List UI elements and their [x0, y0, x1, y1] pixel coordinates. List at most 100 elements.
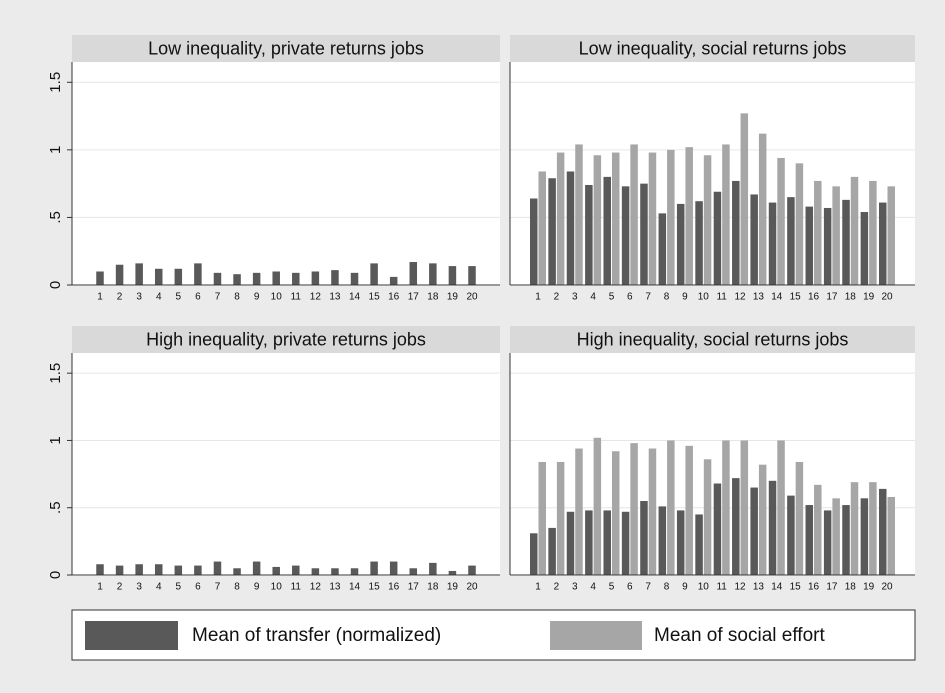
bar: [135, 564, 143, 575]
bar: [448, 570, 457, 575]
bar: [722, 440, 730, 575]
bar: [370, 263, 378, 285]
x-tick-label: 11: [716, 582, 727, 593]
x-tick-label: 16: [808, 582, 820, 593]
y-tick-label: .5: [47, 211, 64, 224]
bar: [115, 565, 124, 575]
x-tick-label: 6: [627, 582, 633, 593]
bar: [740, 440, 749, 575]
legend-swatch: [85, 621, 178, 650]
bar: [750, 194, 758, 285]
bar: [154, 268, 163, 285]
bar: [658, 213, 667, 285]
x-tick-label: 11: [716, 292, 727, 303]
x-tick-label: 13: [753, 582, 765, 593]
bar: [842, 199, 850, 285]
x-tick-label: 6: [195, 292, 201, 303]
x-tick-label: 17: [826, 582, 838, 593]
bar: [331, 568, 339, 575]
bar: [795, 461, 804, 575]
legend-label: Mean of social effort: [654, 625, 825, 646]
bar: [292, 272, 300, 285]
x-tick-label: 13: [329, 582, 341, 593]
plot-area: [72, 62, 500, 286]
bar: [593, 437, 602, 575]
x-tick-label: 1: [97, 582, 103, 593]
bar: [556, 461, 565, 575]
bar: [538, 171, 546, 285]
bar: [311, 271, 320, 285]
bar: [777, 440, 785, 575]
bar: [832, 498, 840, 575]
facet-strip: [510, 326, 915, 353]
bar: [429, 263, 437, 285]
bar: [758, 464, 767, 575]
bar: [194, 263, 202, 285]
facet-title: High inequality, private returns jobs: [146, 329, 426, 349]
bar: [292, 565, 300, 575]
x-tick-label: 5: [609, 582, 615, 593]
bar: [530, 198, 538, 285]
bar: [370, 561, 378, 575]
x-tick-label: 9: [254, 582, 260, 593]
bar: [575, 448, 583, 575]
x-tick-label: 20: [881, 292, 893, 303]
x-tick-label: 2: [117, 582, 123, 593]
x-tick-label: 4: [156, 292, 162, 303]
bar: [468, 565, 476, 575]
x-tick-label: 8: [234, 292, 240, 303]
x-tick-label: 6: [627, 292, 633, 303]
bar: [448, 266, 457, 285]
y-tick-label: 1.5: [47, 363, 64, 384]
x-tick-label: 8: [234, 582, 240, 593]
bar: [722, 144, 730, 285]
x-tick-label: 7: [645, 582, 651, 593]
x-tick-label: 12: [310, 582, 322, 593]
bar: [667, 440, 675, 575]
x-tick-label: 20: [466, 292, 478, 303]
bar: [135, 263, 143, 285]
bar: [611, 451, 620, 575]
bar: [575, 144, 583, 285]
bar: [860, 212, 869, 285]
bar: [640, 501, 648, 575]
bar: [732, 478, 740, 575]
bar: [621, 186, 630, 285]
bar: [787, 495, 795, 575]
bar: [252, 272, 261, 285]
x-tick-label: 18: [845, 582, 857, 593]
x-tick-label: 10: [271, 292, 283, 303]
x-tick-label: 6: [195, 582, 201, 593]
bar: [233, 274, 241, 285]
facet-title: High inequality, social returns jobs: [577, 329, 849, 349]
x-tick-label: 3: [572, 582, 578, 593]
bar: [640, 183, 648, 285]
bar: [585, 184, 593, 285]
bar: [832, 186, 840, 285]
x-tick-label: 10: [698, 292, 710, 303]
bar: [869, 482, 877, 575]
bar: [566, 511, 575, 575]
bar: [842, 505, 850, 575]
x-tick-label: 10: [271, 582, 283, 593]
y-tick-label: 1: [47, 436, 64, 444]
bar: [750, 487, 758, 575]
bar: [703, 155, 712, 285]
bar: [585, 510, 593, 575]
x-tick-label: 12: [310, 292, 322, 303]
x-tick-label: 11: [291, 582, 302, 593]
x-tick-label: 5: [176, 292, 182, 303]
bar: [548, 178, 556, 285]
bar: [887, 186, 895, 285]
x-tick-label: 19: [863, 292, 875, 303]
bar: [787, 197, 795, 285]
bar: [213, 561, 222, 575]
x-tick-label: 2: [554, 292, 560, 303]
bar: [630, 144, 638, 285]
y-tick-label: 1: [47, 146, 64, 154]
bar: [860, 498, 869, 575]
x-tick-label: 17: [826, 292, 838, 303]
x-tick-label: 18: [427, 582, 439, 593]
bar: [272, 566, 280, 575]
